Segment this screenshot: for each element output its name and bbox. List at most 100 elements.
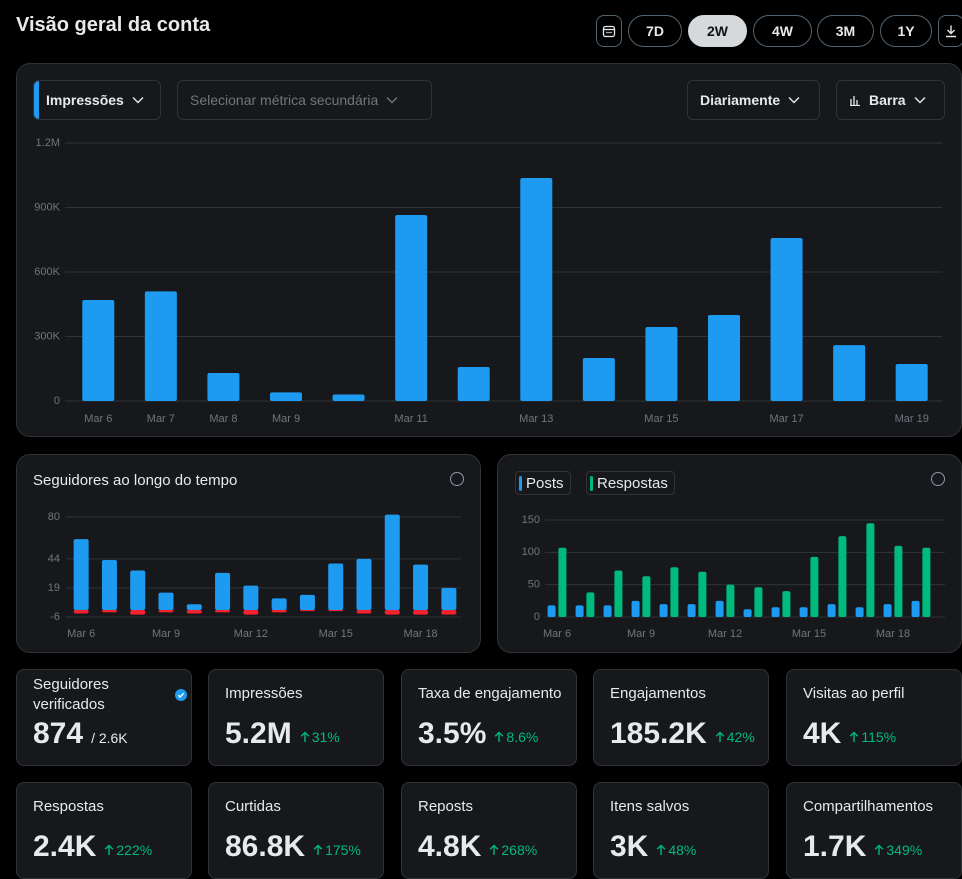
- bar-icon: [850, 96, 860, 106]
- up-arrow: [300, 731, 309, 742]
- calendar-icon: [602, 25, 616, 38]
- card-title: Engajamentos: [610, 685, 706, 702]
- stat-card: Reposts 4.8K 268%: [401, 782, 577, 879]
- card-title: Visitas ao perfil: [803, 685, 905, 702]
- card-value: 4K: [803, 717, 842, 750]
- download-button[interactable]: [938, 15, 962, 47]
- change-value: 175%: [325, 842, 361, 858]
- card-title: Respostas: [33, 798, 104, 815]
- card-value-row: 4.8K 268%: [418, 830, 537, 864]
- card-change: 115%: [849, 729, 896, 745]
- stat-card: Curtidas 86.8K 175%: [208, 782, 384, 879]
- legend-label: Respostas: [597, 474, 668, 492]
- metric-accent: [34, 81, 39, 119]
- change-value: 42%: [726, 729, 755, 745]
- page-title: Visão geral da conta: [16, 14, 211, 36]
- up-arrow: [657, 844, 666, 855]
- up-arrow: [850, 731, 859, 742]
- dropdown-label: Impressões: [46, 92, 124, 108]
- change-value: 48%: [668, 842, 697, 858]
- card-value: 1.7K: [803, 830, 867, 863]
- stat-card: Itens salvos 3K 48%: [593, 782, 769, 879]
- card-value: 4.8K: [418, 830, 482, 863]
- card-value-row: 3.5% 8.6%: [418, 717, 538, 751]
- chevron: [914, 97, 926, 104]
- card-value: 874: [33, 717, 84, 750]
- card-change: 222%: [104, 842, 152, 858]
- up-arrow: [313, 844, 323, 855]
- card-value-row: 3K 48%: [610, 830, 696, 864]
- card-value-row: 2.4K 222%: [33, 830, 152, 864]
- card-change: 175%: [313, 842, 361, 858]
- stat-card: Engajamentos 185.2K 42%: [593, 669, 769, 766]
- calendar-button[interactable]: [596, 15, 622, 47]
- card-title: Compartilhamentos: [803, 798, 934, 815]
- up-arrow: [875, 844, 884, 855]
- card-change: 349%: [874, 842, 922, 858]
- card-value-row: 874 / 2.6K: [33, 717, 128, 751]
- followers-panel: [16, 454, 481, 653]
- verified-icon: [175, 689, 187, 701]
- card-title: Impressões: [225, 685, 303, 702]
- card-total: / 2.6K: [91, 730, 128, 746]
- card-title: Taxa de engajamento: [418, 685, 562, 702]
- range-button[interactable]: 4W: [753, 15, 812, 47]
- change-value: 222%: [116, 842, 153, 858]
- card-value: 5.2M: [225, 717, 292, 750]
- stat-card: Impressões 5.2M 31%: [208, 669, 384, 766]
- stat-card: Seguidores verificados 874 / 2.6K: [16, 669, 192, 766]
- card-change: 8.6%: [494, 729, 538, 745]
- card-change: 268%: [489, 842, 537, 858]
- change-value: 349%: [886, 842, 923, 858]
- range-button[interactable]: 7D: [628, 15, 682, 47]
- card-value-row: 4K 115%: [803, 717, 896, 751]
- range-button[interactable]: 2W: [688, 15, 747, 47]
- change-value: 31%: [311, 729, 340, 745]
- stat-card: Compartilhamentos 1.7K 349%: [786, 782, 962, 879]
- card-value-row: 5.2M 31%: [225, 717, 340, 751]
- card-value: 185.2K: [610, 717, 707, 750]
- legend-item[interactable]: Respostas: [586, 471, 675, 495]
- card-change: 42%: [715, 729, 755, 745]
- card-value: 3.5%: [418, 717, 487, 750]
- card-change: 31%: [300, 729, 340, 745]
- card-title: Curtidas: [225, 798, 281, 815]
- card-change: 48%: [656, 842, 696, 858]
- interval-dropdown[interactable]: Diariamente: [687, 80, 820, 120]
- card-value-row: 1.7K 349%: [803, 830, 922, 864]
- change-value: 268%: [501, 842, 538, 858]
- chart-style-dropdown[interactable]: Barra: [836, 80, 945, 120]
- card-value-row: 86.8K 175%: [225, 830, 361, 864]
- card-title: Itens salvos: [610, 798, 690, 815]
- up-arrow: [495, 731, 504, 742]
- chevron: [132, 97, 144, 104]
- posts-panel: [497, 454, 962, 653]
- legend-item[interactable]: Posts: [515, 471, 571, 495]
- change-value: 8.6%: [506, 729, 539, 745]
- up-arrow: [715, 731, 725, 742]
- card-value: 86.8K: [225, 830, 306, 863]
- change-value: 115%: [861, 729, 897, 745]
- secondary-metric-dropdown[interactable]: Selecionar métrica secundária: [177, 80, 432, 120]
- primary-metric-dropdown[interactable]: Impressões: [33, 80, 161, 120]
- info-icon[interactable]: [450, 472, 464, 486]
- legend-swatch: [590, 476, 593, 491]
- card-title: Reposts: [418, 798, 474, 815]
- card-title: Seguidores verificados: [33, 676, 109, 713]
- stat-card: Respostas 2.4K 222%: [16, 782, 192, 879]
- chevron: [386, 97, 398, 104]
- up-arrow: [105, 844, 114, 855]
- card-value: 3K: [610, 830, 649, 863]
- stat-card: Visitas ao perfil 4K 115%: [786, 669, 962, 766]
- info-icon[interactable]: [931, 472, 945, 486]
- download-icon: [946, 25, 956, 38]
- legend-swatch: [519, 476, 522, 491]
- range-button[interactable]: 3M: [817, 15, 874, 47]
- legend-label: Posts: [526, 474, 564, 492]
- dropdown-label: Barra: [869, 92, 906, 108]
- chevron: [788, 97, 800, 104]
- up-arrow: [490, 844, 499, 855]
- range-button[interactable]: 1Y: [880, 15, 932, 47]
- card-value-row: 185.2K 42%: [610, 717, 755, 751]
